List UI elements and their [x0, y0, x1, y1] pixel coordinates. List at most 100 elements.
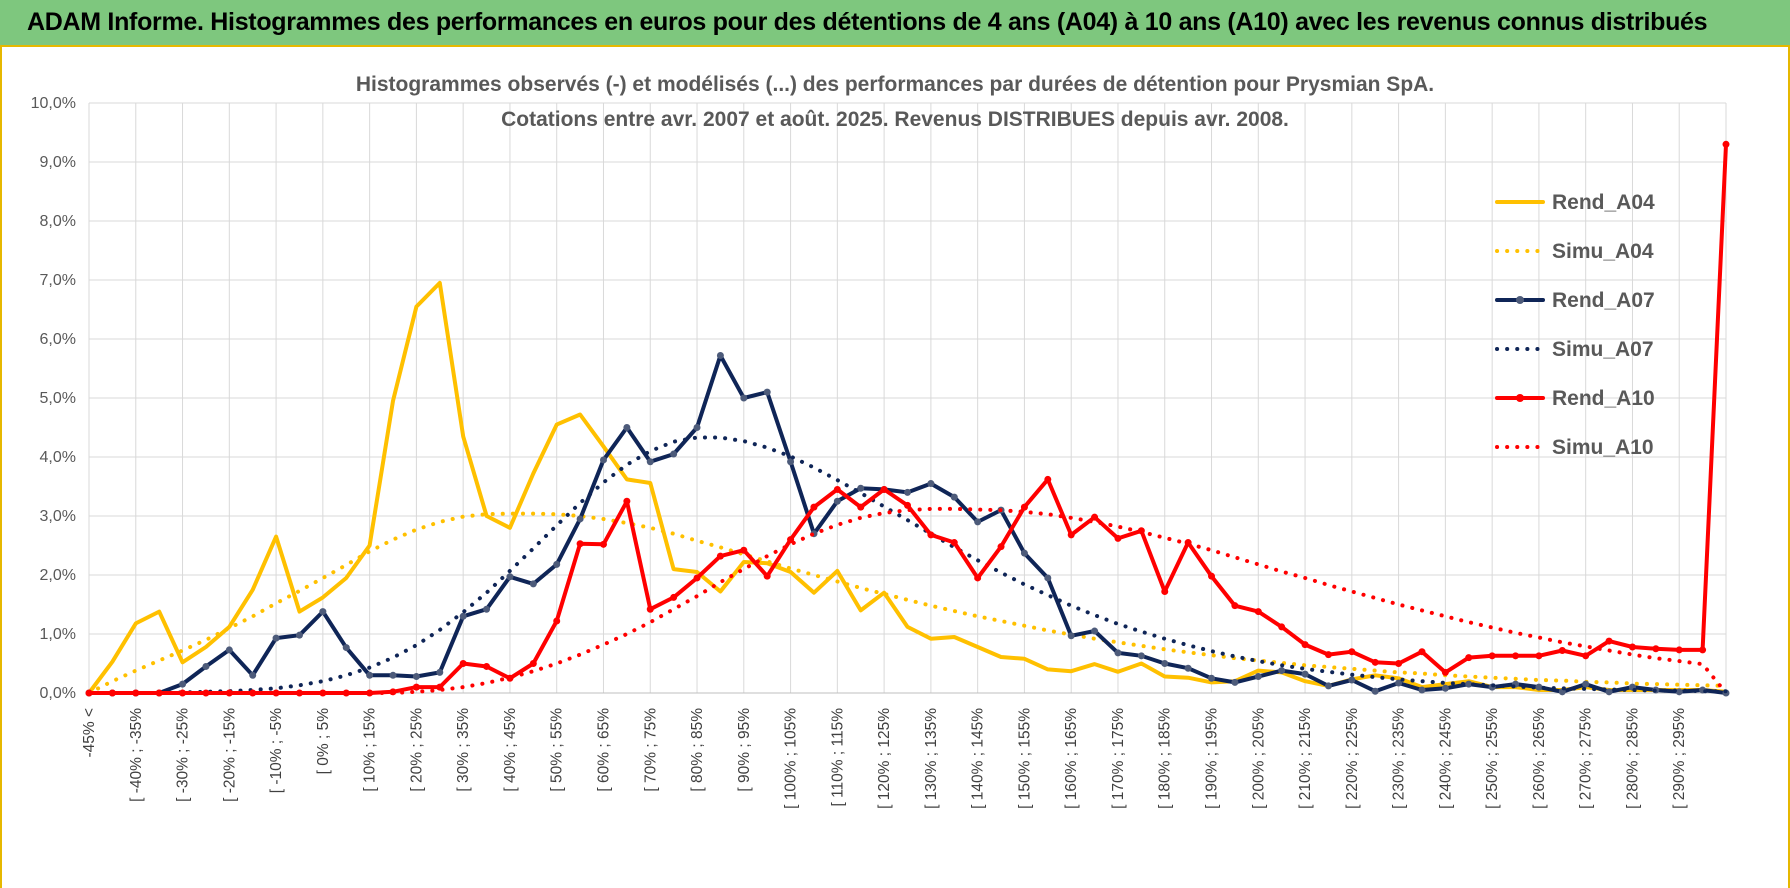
x-tick-label: [ 180% ; 185% — [1157, 708, 1174, 809]
x-tick-label: [ 40% ; 45% — [502, 708, 519, 792]
point-rend-a10 — [974, 574, 982, 582]
point-rend-a07 — [763, 388, 771, 396]
x-tick-label: [ 260% ; 265% — [1531, 708, 1548, 809]
legend: Rend_A04 Simu_A04 Rend_A07 Simu_A07 Rend_A10… — [1495, 191, 1655, 459]
legend-label-simu-a04: Simu_A04 — [1552, 240, 1654, 263]
legend-marker-rend-a07 — [1516, 296, 1524, 304]
y-tick-label: 6,0% — [40, 331, 76, 348]
point-rend-a10 — [599, 540, 607, 548]
point-rend-a10 — [763, 572, 771, 580]
point-rend-a10 — [1722, 140, 1730, 148]
point-rend-a10 — [1231, 602, 1239, 610]
point-rend-a10 — [412, 683, 420, 691]
point-rend-a07 — [857, 484, 865, 492]
point-rend-a07 — [179, 680, 187, 688]
point-rend-a07 — [787, 458, 795, 466]
point-rend-a07 — [1348, 676, 1356, 684]
x-tick-label: [ 220% ; 225% — [1344, 708, 1361, 809]
point-rend-a07 — [623, 424, 631, 431]
legend-label-simu-a07: Simu_A07 — [1552, 338, 1654, 361]
point-rend-a07 — [1582, 680, 1590, 688]
point-rend-a07 — [646, 458, 654, 466]
x-tick-label: -45% < — [81, 708, 98, 758]
point-rend-a10 — [1348, 648, 1356, 656]
point-rend-a07 — [1114, 649, 1122, 657]
point-rend-a10 — [1628, 643, 1636, 651]
grid — [88, 102, 1727, 694]
point-rend-a10 — [833, 485, 841, 493]
point-rend-a07 — [1208, 674, 1216, 682]
point-rend-a10 — [810, 503, 818, 511]
point-rend-a07 — [412, 672, 420, 680]
point-rend-a07 — [553, 560, 561, 568]
point-rend-a07 — [1324, 682, 1332, 690]
series-area — [85, 140, 1730, 697]
x-tick-label: [ 100% ; 105% — [783, 708, 800, 809]
y-tick-label: 7,0% — [40, 272, 76, 289]
point-rend-a10 — [1605, 637, 1613, 645]
point-rend-a07 — [225, 646, 233, 654]
y-tick-label: 0,0% — [40, 685, 76, 702]
point-rend-a10 — [576, 540, 584, 548]
x-tick-label: [ 150% ; 155% — [1016, 708, 1033, 809]
x-tick-label: [ 210% ; 215% — [1297, 708, 1314, 809]
point-rend-a10 — [927, 531, 935, 539]
chart-frame — [0, 47, 1790, 888]
x-tick-label: [ 290% ; 295% — [1671, 708, 1688, 809]
point-rend-a10 — [1675, 646, 1683, 654]
point-rend-a07 — [459, 612, 467, 620]
point-rend-a07 — [1465, 680, 1473, 688]
point-rend-a10 — [1324, 651, 1332, 659]
point-rend-a07 — [1418, 686, 1426, 694]
point-rend-a10 — [529, 660, 537, 667]
point-rend-a10 — [950, 539, 958, 547]
point-rend-a07 — [1278, 667, 1286, 675]
point-rend-a07 — [1020, 549, 1028, 557]
point-rend-a10 — [1558, 647, 1566, 655]
x-tick-label: [ 70% ; 75% — [642, 708, 659, 792]
x-tick-label: [ 130% ; 135% — [923, 708, 940, 809]
y-tick-label: 1,0% — [40, 626, 76, 643]
point-rend-a07 — [389, 671, 397, 679]
point-rend-a10 — [1512, 652, 1520, 660]
point-rend-a07 — [366, 671, 374, 679]
y-tick-label: 2,0% — [40, 567, 76, 584]
point-rend-a10 — [693, 574, 701, 582]
point-rend-a10 — [1652, 645, 1660, 653]
point-rend-a07 — [202, 662, 210, 670]
point-rend-a07 — [1254, 672, 1262, 680]
point-rend-a07 — [716, 352, 724, 360]
point-rend-a07 — [1395, 679, 1403, 687]
x-tick-label: [ 250% ; 255% — [1484, 708, 1501, 809]
point-rend-a10 — [1044, 475, 1052, 483]
series-line-rend-a07 — [87, 353, 1728, 695]
legend-label-rend-a07: Rend_A07 — [1552, 289, 1655, 312]
point-rend-a10 — [1395, 660, 1403, 667]
point-rend-a07 — [1605, 688, 1613, 696]
x-tick-label: [ 170% ; 175% — [1110, 708, 1127, 809]
x-tick-label: [ 60% ; 65% — [595, 708, 612, 792]
point-rend-a07 — [1067, 632, 1075, 640]
point-rend-a10 — [857, 503, 865, 511]
point-rend-a07 — [904, 488, 911, 496]
point-rend-a10 — [1535, 652, 1543, 660]
point-rend-a10 — [1441, 668, 1449, 676]
point-rend-a10 — [646, 605, 654, 613]
point-rend-a07 — [974, 518, 982, 526]
point-rend-a07 — [249, 671, 257, 679]
y-tick-label: 3,0% — [40, 508, 76, 525]
point-rend-a10 — [132, 689, 140, 697]
x-tick-label: [ -40% ; -35% — [128, 708, 145, 802]
point-rend-a07 — [295, 631, 303, 639]
x-tick-label: [ 230% ; 235% — [1391, 708, 1408, 809]
point-rend-a07 — [1231, 678, 1239, 686]
x-tick-label: [ 30% ; 35% — [455, 708, 472, 792]
x-tick-label: [ 110% ; 115% — [829, 708, 846, 807]
point-rend-a07 — [506, 573, 514, 581]
point-rend-a07 — [272, 634, 280, 642]
point-rend-a10 — [1067, 531, 1075, 539]
series-line-simu-a07 — [87, 435, 1728, 695]
x-tick-label: [ -10% ; -5% — [268, 708, 285, 793]
point-rend-a10 — [1091, 513, 1099, 521]
